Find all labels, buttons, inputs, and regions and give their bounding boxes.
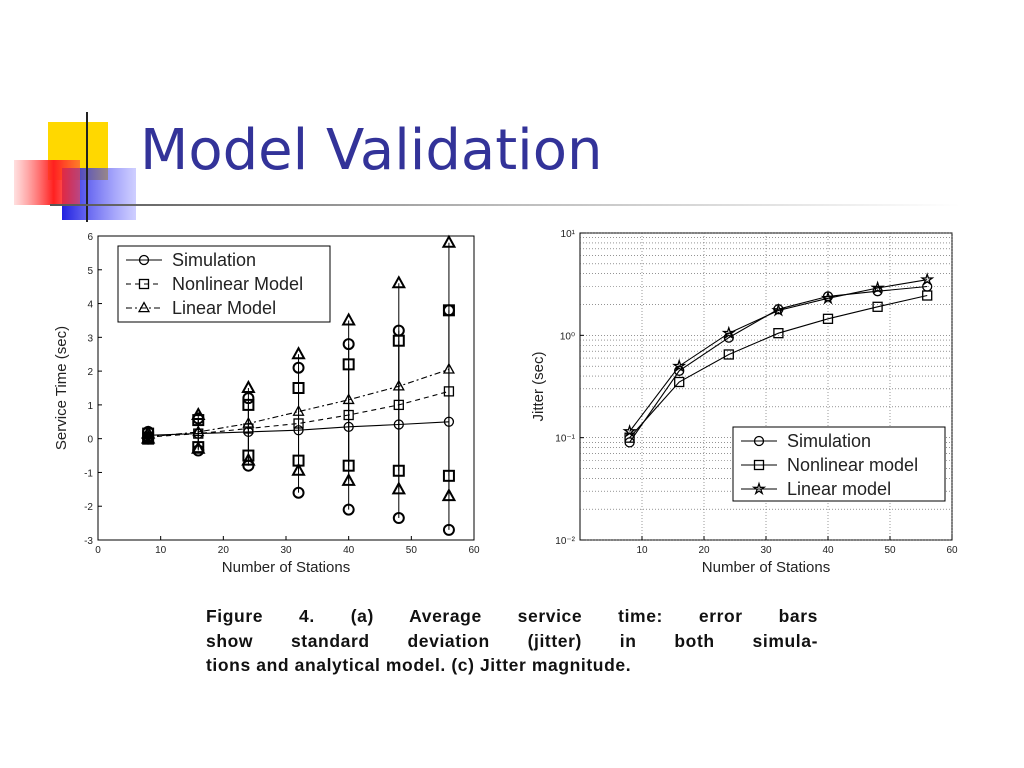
marker-square bbox=[753, 459, 765, 471]
legend-label: Linear model bbox=[787, 479, 891, 499]
y-tick-label: -3 bbox=[84, 536, 93, 547]
marker-triangle bbox=[341, 472, 356, 486]
marker-star bbox=[622, 423, 637, 438]
x-tick-label: 30 bbox=[280, 545, 292, 556]
marker-triangle bbox=[291, 346, 306, 360]
chart: 10 20 30 40 50 60 10⁻² 10⁻¹ 10⁰ 10¹ Number of Stat… bbox=[530, 229, 958, 576]
marker-triangle bbox=[441, 234, 457, 248]
series-line bbox=[629, 285, 928, 443]
y-tick-label: 1 bbox=[87, 401, 93, 412]
marker-triangle bbox=[342, 393, 355, 405]
y-tick-label: 3 bbox=[87, 333, 93, 344]
marker-star bbox=[920, 272, 935, 286]
caption-line: tions and analytical model. (c) Jitter m… bbox=[206, 655, 632, 675]
marker-triangle bbox=[442, 362, 455, 374]
marker-triangle bbox=[241, 379, 256, 393]
deco-red bbox=[14, 160, 80, 205]
marker-square bbox=[922, 290, 933, 301]
marker-triangle bbox=[392, 379, 405, 391]
marker-square bbox=[822, 313, 834, 324]
marker-star bbox=[751, 481, 767, 496]
marker-star bbox=[672, 358, 687, 373]
marker-triangle bbox=[291, 462, 306, 476]
marker-triangle bbox=[140, 425, 156, 439]
caption-line: Figure 4. (a) Average service time: erro… bbox=[206, 606, 818, 626]
charts: 0 10 20 30 40 50 60 -3 -2 -1 0 1 2 3 4 5 6 Number of Stat… bbox=[53, 229, 958, 576]
y-tick-label: 2 bbox=[87, 367, 93, 378]
y-tick-label: 6 bbox=[87, 232, 93, 243]
y-axis-label: Service Time (sec) bbox=[53, 326, 70, 450]
marker-triangle bbox=[391, 275, 406, 289]
x-tick-label: 20 bbox=[698, 545, 710, 556]
x-axis-label: Number of Stations bbox=[702, 559, 830, 576]
marker-circle bbox=[442, 523, 455, 536]
marker-triangle bbox=[142, 430, 155, 442]
caption: Figure 4. (a) Average service time: erro… bbox=[206, 604, 818, 678]
marker-star bbox=[870, 280, 885, 295]
deco-hline bbox=[50, 204, 960, 206]
slide-title: Model Validation bbox=[140, 118, 603, 183]
x-tick-label: 40 bbox=[822, 545, 834, 556]
marker-square bbox=[773, 328, 784, 339]
y-tick-label: 4 bbox=[87, 300, 93, 311]
legend-label: Nonlinear Model bbox=[172, 274, 303, 294]
series-line bbox=[629, 294, 928, 439]
marker-triangle bbox=[191, 440, 206, 454]
marker-star bbox=[820, 290, 836, 305]
marker-triangle bbox=[192, 425, 205, 437]
y-tick-label: 5 bbox=[87, 266, 93, 277]
legend-label: Simulation bbox=[787, 431, 871, 451]
x-tick-label: 50 bbox=[884, 545, 896, 556]
marker-triangle bbox=[292, 404, 305, 416]
y-tick-label: -2 bbox=[84, 502, 93, 513]
marker-square bbox=[138, 278, 150, 290]
legend-label: Nonlinear model bbox=[787, 455, 918, 475]
y-tick-label: 10¹ bbox=[561, 229, 576, 240]
marker-circle bbox=[138, 254, 150, 266]
marker-square bbox=[674, 376, 685, 388]
y-tick-label: 10⁰ bbox=[560, 331, 575, 342]
chart: 0 10 20 30 40 50 60 -3 -2 -1 0 1 2 3 4 5 6 Number of Stat… bbox=[53, 232, 480, 576]
marker-star bbox=[721, 325, 736, 340]
y-tick-label: 10⁻² bbox=[555, 536, 575, 547]
marker-square bbox=[872, 301, 883, 312]
x-tick-label: 30 bbox=[760, 545, 772, 556]
marker-circle bbox=[872, 286, 883, 297]
x-tick-label: 10 bbox=[155, 545, 167, 556]
marker-triangle bbox=[341, 312, 356, 326]
marker-triangle bbox=[441, 488, 457, 502]
marker-circle bbox=[753, 435, 765, 447]
y-tick-label: 0 bbox=[87, 435, 93, 446]
x-axis-label: Number of Stations bbox=[222, 559, 350, 576]
marker-triangle bbox=[241, 452, 256, 466]
x-tick-label: 20 bbox=[218, 545, 230, 556]
marker-triangle bbox=[242, 416, 255, 428]
marker-square bbox=[723, 349, 734, 360]
legend-label: Linear Model bbox=[172, 298, 276, 318]
x-tick-label: 50 bbox=[406, 545, 418, 556]
x-tick-label: 40 bbox=[343, 545, 355, 556]
x-tick-label: 60 bbox=[946, 545, 958, 556]
x-tick-label: 0 bbox=[95, 545, 101, 556]
marker-triangle bbox=[191, 406, 206, 421]
marker-circle bbox=[342, 503, 355, 516]
marker-circle bbox=[292, 486, 305, 499]
marker-triangle bbox=[391, 481, 406, 495]
y-tick-label: -1 bbox=[84, 468, 93, 479]
x-tick-label: 60 bbox=[468, 545, 480, 556]
marker-star bbox=[771, 302, 786, 317]
legend-label: Simulation bbox=[172, 250, 256, 270]
y-tick-label: 10⁻¹ bbox=[555, 434, 575, 445]
marker-circle bbox=[392, 512, 405, 525]
caption-line: show standard deviation (jitter) in both… bbox=[206, 630, 818, 651]
marker-triangle bbox=[137, 301, 151, 313]
series-line bbox=[629, 279, 928, 432]
y-axis-label: Jitter (sec) bbox=[530, 351, 547, 421]
x-tick-label: 10 bbox=[636, 545, 648, 556]
